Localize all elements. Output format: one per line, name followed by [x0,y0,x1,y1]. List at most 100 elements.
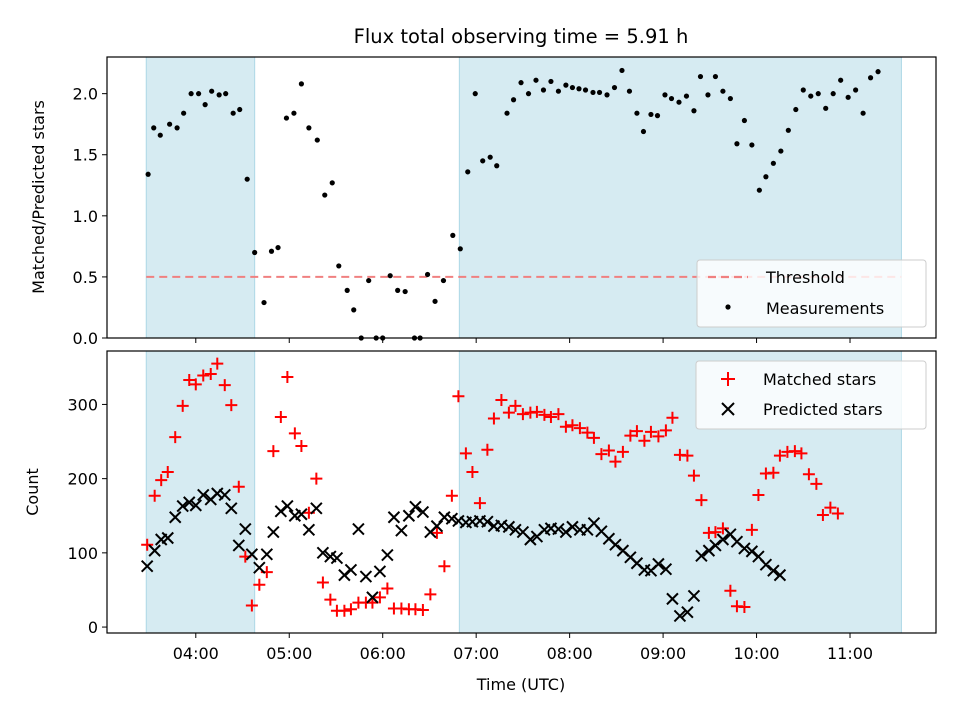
matched-stars-point [452,390,465,403]
predicted-stars-point [609,538,622,551]
predicted-stars-point [767,564,780,577]
measurements-point [756,187,762,193]
measurements-point [576,86,582,92]
matched-stars-point [609,455,622,468]
matched-stars-point [324,593,337,606]
bottom-y-tick-label: 0 [88,618,98,637]
measurements-point [151,125,157,131]
measurements-point [727,95,733,102]
measurements-point [216,92,222,98]
measurements-point [223,91,229,97]
predicted-stars-point [366,591,379,604]
measurements-point [808,93,814,99]
x-tick-label: 10:00 [734,644,780,663]
matched-stars-point [169,431,182,444]
measurements-point [611,84,618,91]
bottom-legend-box [695,360,927,430]
predicted-stars-point [524,533,537,546]
top-panel: 0.00.51.01.52.0 Matched/Predicted stars … [29,56,937,348]
matched-stars-point [445,489,458,502]
measurements-point [336,263,342,269]
predicted-stars-point [245,548,259,561]
predicted-stars-point [402,509,416,522]
bottom-panel-frame [106,350,937,634]
measurements-point [640,128,647,135]
predicted-stars-point [395,524,408,537]
x-tick-label: 04:00 [173,644,219,663]
measurements-point [457,246,463,252]
matched-stars-point [644,425,657,438]
matched-stars-point [189,378,202,391]
matched-stars-point [473,497,486,510]
matched-stars-point [638,434,651,447]
predicted-stars-point [773,568,787,582]
predicted-stars-point [687,589,701,603]
measurements-point [662,92,668,98]
measurements-point [785,127,791,133]
measurements-point [830,91,836,97]
measurements-point [720,88,726,94]
matched-stars-point [559,420,572,433]
measurements-point [432,298,438,304]
matched-stars-point [745,523,758,536]
measurements-point [540,87,547,93]
matched-stars-point [544,411,557,424]
predicted-stars-point [225,502,238,515]
predicted-stars-point [148,544,161,557]
x-tick-label: 08:00 [547,644,593,663]
bottom-y-tick-label: 200 [67,470,98,489]
predicted-stars-point [430,519,444,533]
measurements-point [237,106,243,113]
predicted-stars-point [253,561,266,574]
measurements-point [734,141,740,147]
predicted-stars-point [169,511,182,524]
measurements-point [853,87,859,93]
measurements-point [322,192,328,198]
top-y-tick-label: 1.5 [73,146,98,165]
matched-stars-point [430,526,443,539]
matched-stars-point [211,357,224,370]
predicted-stars-point [344,563,358,577]
measurements-point [268,248,275,254]
measurements-point [291,110,297,116]
measurements-point [741,117,748,124]
measurements-point [387,273,393,279]
matched-stars-point [481,443,494,456]
measurements-point [845,94,851,100]
measurements-point [487,154,493,160]
matched-stars-point [687,469,700,482]
predicted-stars-point [373,565,387,578]
top-panel-frame [106,56,937,339]
matched-stars-point [225,399,238,412]
measurements-point [252,249,258,256]
legend-measurements-swatch [725,304,731,310]
measurements-point [533,77,539,83]
matched-stars-point [552,408,565,421]
matched-stars-point [183,373,196,386]
measurements-point [298,81,304,87]
matched-stars-point [176,399,189,412]
matched-stars-point [204,368,217,381]
predicted-stars-point [197,488,210,502]
matched-stars-point [295,439,308,452]
matched-stars-point [659,424,672,437]
top-shaded-interval-0 [145,56,256,339]
predicted-stars-point [652,557,665,571]
matched-stars-point [459,447,472,460]
matched-stars-point [424,588,437,601]
predicted-stars-point [310,502,323,515]
measurements-point [351,307,357,313]
measurements-point [875,69,881,75]
matched-stars-point [281,370,294,383]
matched-stars-point [197,369,210,382]
measurements-point [344,287,350,293]
top-y-axis-label: Matched/Predicted stars [29,100,48,294]
x-tick-label: 06:00 [360,644,406,663]
matched-stars-point [373,591,386,604]
predicted-stars-point [659,562,673,576]
predicted-stars-point [161,531,174,545]
matched-stars-point [738,601,751,614]
matched-stars-point [495,393,508,406]
measurements-point [283,115,290,121]
